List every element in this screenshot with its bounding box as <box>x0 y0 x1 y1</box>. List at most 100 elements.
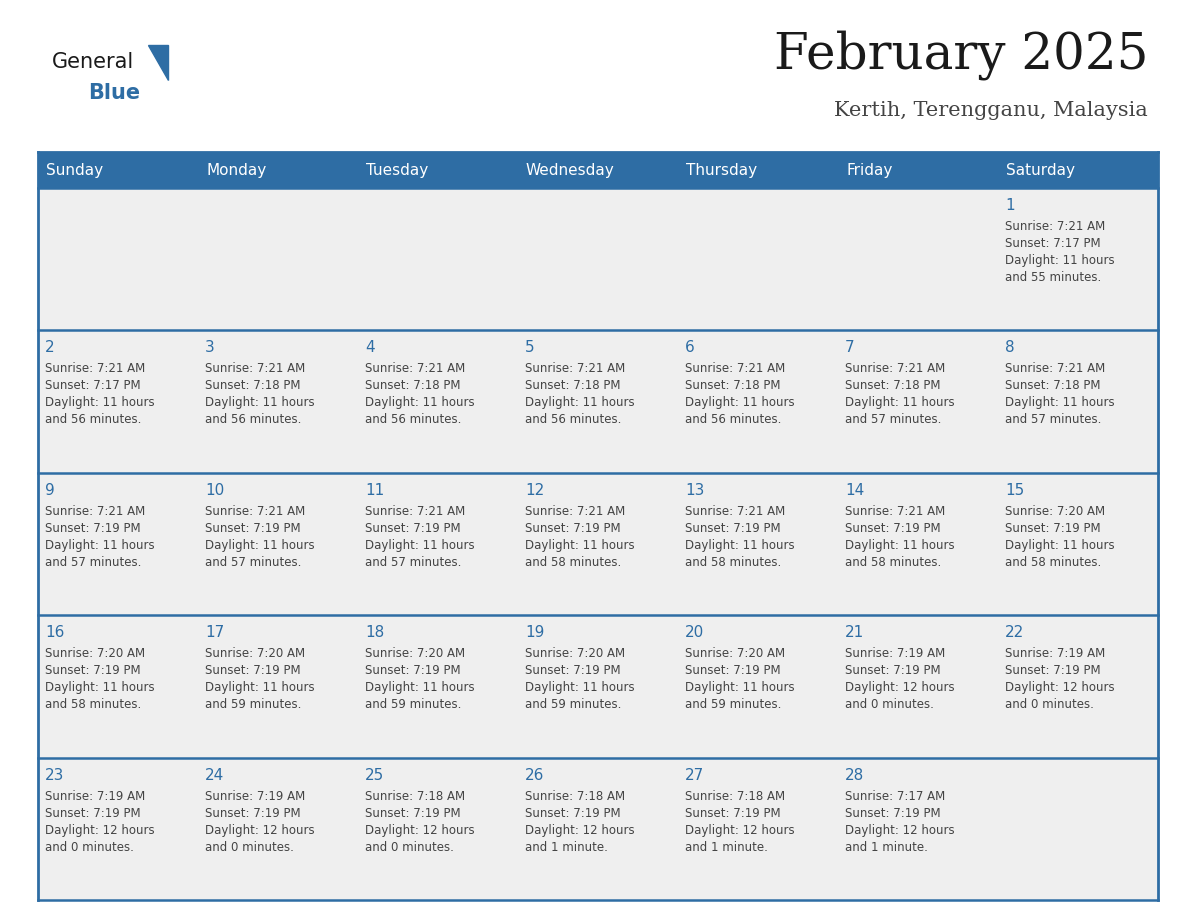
Text: and 56 minutes.: and 56 minutes. <box>206 413 302 426</box>
Text: and 58 minutes.: and 58 minutes. <box>1005 555 1101 569</box>
Text: Daylight: 11 hours: Daylight: 11 hours <box>1005 254 1114 267</box>
Text: 8: 8 <box>1005 341 1015 355</box>
Text: Sunday: Sunday <box>46 162 103 177</box>
Text: 21: 21 <box>845 625 864 640</box>
Bar <box>678 615 838 757</box>
Text: 15: 15 <box>1005 483 1024 498</box>
Text: Sunrise: 7:21 AM: Sunrise: 7:21 AM <box>525 363 625 375</box>
Text: Saturday: Saturday <box>1006 162 1075 177</box>
Text: Sunrise: 7:20 AM: Sunrise: 7:20 AM <box>1005 505 1105 518</box>
Text: Sunset: 7:19 PM: Sunset: 7:19 PM <box>1005 521 1100 535</box>
Bar <box>998 330 1158 473</box>
Text: 22: 22 <box>1005 625 1024 640</box>
Text: Daylight: 11 hours: Daylight: 11 hours <box>1005 397 1114 409</box>
Text: and 1 minute.: and 1 minute. <box>685 841 767 854</box>
Text: Sunrise: 7:21 AM: Sunrise: 7:21 AM <box>685 363 785 375</box>
Text: 27: 27 <box>685 767 704 783</box>
Bar <box>838 152 998 188</box>
Text: Daylight: 11 hours: Daylight: 11 hours <box>206 539 315 552</box>
Bar <box>838 188 998 330</box>
Bar <box>678 757 838 900</box>
Text: and 56 minutes.: and 56 minutes. <box>525 413 621 426</box>
Bar <box>518 152 678 188</box>
Bar <box>38 152 198 188</box>
Text: and 57 minutes.: and 57 minutes. <box>45 555 141 569</box>
Text: 24: 24 <box>206 767 225 783</box>
Text: Sunset: 7:19 PM: Sunset: 7:19 PM <box>206 521 301 535</box>
Bar <box>198 473 358 615</box>
Text: 2: 2 <box>45 341 55 355</box>
Text: Sunrise: 7:21 AM: Sunrise: 7:21 AM <box>365 363 466 375</box>
Bar <box>678 473 838 615</box>
Text: and 58 minutes.: and 58 minutes. <box>685 555 782 569</box>
Text: Tuesday: Tuesday <box>366 162 428 177</box>
Text: Daylight: 11 hours: Daylight: 11 hours <box>365 539 475 552</box>
Polygon shape <box>148 45 168 80</box>
Bar <box>678 152 838 188</box>
Text: 4: 4 <box>365 341 374 355</box>
Text: Sunset: 7:19 PM: Sunset: 7:19 PM <box>365 665 461 677</box>
Text: and 0 minutes.: and 0 minutes. <box>845 699 934 711</box>
Text: Daylight: 12 hours: Daylight: 12 hours <box>525 823 634 836</box>
Text: 3: 3 <box>206 341 215 355</box>
Bar <box>518 473 678 615</box>
Bar <box>38 757 198 900</box>
Bar <box>198 330 358 473</box>
Text: Thursday: Thursday <box>685 162 757 177</box>
Text: 12: 12 <box>525 483 544 498</box>
Text: 19: 19 <box>525 625 544 640</box>
Text: Sunset: 7:17 PM: Sunset: 7:17 PM <box>45 379 140 392</box>
Bar <box>678 330 838 473</box>
Text: Sunset: 7:18 PM: Sunset: 7:18 PM <box>1005 379 1100 392</box>
Text: Sunrise: 7:17 AM: Sunrise: 7:17 AM <box>845 789 946 802</box>
Text: 10: 10 <box>206 483 225 498</box>
Bar <box>518 757 678 900</box>
Text: Daylight: 11 hours: Daylight: 11 hours <box>525 681 634 694</box>
Text: Sunset: 7:19 PM: Sunset: 7:19 PM <box>685 807 781 820</box>
Text: Sunset: 7:19 PM: Sunset: 7:19 PM <box>685 521 781 535</box>
Text: Sunrise: 7:21 AM: Sunrise: 7:21 AM <box>45 505 145 518</box>
Text: Wednesday: Wednesday <box>526 162 614 177</box>
Text: and 1 minute.: and 1 minute. <box>525 841 608 854</box>
Text: 1: 1 <box>1005 198 1015 213</box>
Text: 23: 23 <box>45 767 64 783</box>
Text: Sunset: 7:19 PM: Sunset: 7:19 PM <box>525 521 620 535</box>
Bar <box>358 757 518 900</box>
Bar <box>838 330 998 473</box>
Text: and 59 minutes.: and 59 minutes. <box>685 699 782 711</box>
Text: and 58 minutes.: and 58 minutes. <box>45 699 141 711</box>
Bar <box>198 757 358 900</box>
Bar <box>998 615 1158 757</box>
Text: Daylight: 12 hours: Daylight: 12 hours <box>45 823 154 836</box>
Text: Daylight: 11 hours: Daylight: 11 hours <box>365 397 475 409</box>
Text: Daylight: 11 hours: Daylight: 11 hours <box>685 539 795 552</box>
Text: Sunset: 7:19 PM: Sunset: 7:19 PM <box>45 665 140 677</box>
Bar <box>518 188 678 330</box>
Text: and 1 minute.: and 1 minute. <box>845 841 928 854</box>
Text: Monday: Monday <box>206 162 266 177</box>
Bar <box>358 615 518 757</box>
Text: Daylight: 11 hours: Daylight: 11 hours <box>525 539 634 552</box>
Bar <box>198 615 358 757</box>
Text: Sunset: 7:19 PM: Sunset: 7:19 PM <box>45 521 140 535</box>
Text: Daylight: 12 hours: Daylight: 12 hours <box>685 823 795 836</box>
Text: Daylight: 12 hours: Daylight: 12 hours <box>365 823 475 836</box>
Text: Daylight: 11 hours: Daylight: 11 hours <box>525 397 634 409</box>
Bar <box>38 615 198 757</box>
Text: Sunset: 7:19 PM: Sunset: 7:19 PM <box>365 807 461 820</box>
Bar <box>518 330 678 473</box>
Text: Sunrise: 7:20 AM: Sunrise: 7:20 AM <box>525 647 625 660</box>
Text: Sunset: 7:18 PM: Sunset: 7:18 PM <box>845 379 941 392</box>
Text: 28: 28 <box>845 767 864 783</box>
Text: Sunset: 7:19 PM: Sunset: 7:19 PM <box>525 807 620 820</box>
Text: and 59 minutes.: and 59 minutes. <box>525 699 621 711</box>
Text: 14: 14 <box>845 483 864 498</box>
Text: 17: 17 <box>206 625 225 640</box>
Bar <box>358 330 518 473</box>
Text: and 59 minutes.: and 59 minutes. <box>365 699 461 711</box>
Text: 7: 7 <box>845 341 854 355</box>
Text: Daylight: 12 hours: Daylight: 12 hours <box>845 823 955 836</box>
Text: Sunset: 7:19 PM: Sunset: 7:19 PM <box>845 807 941 820</box>
Bar <box>518 615 678 757</box>
Bar <box>358 473 518 615</box>
